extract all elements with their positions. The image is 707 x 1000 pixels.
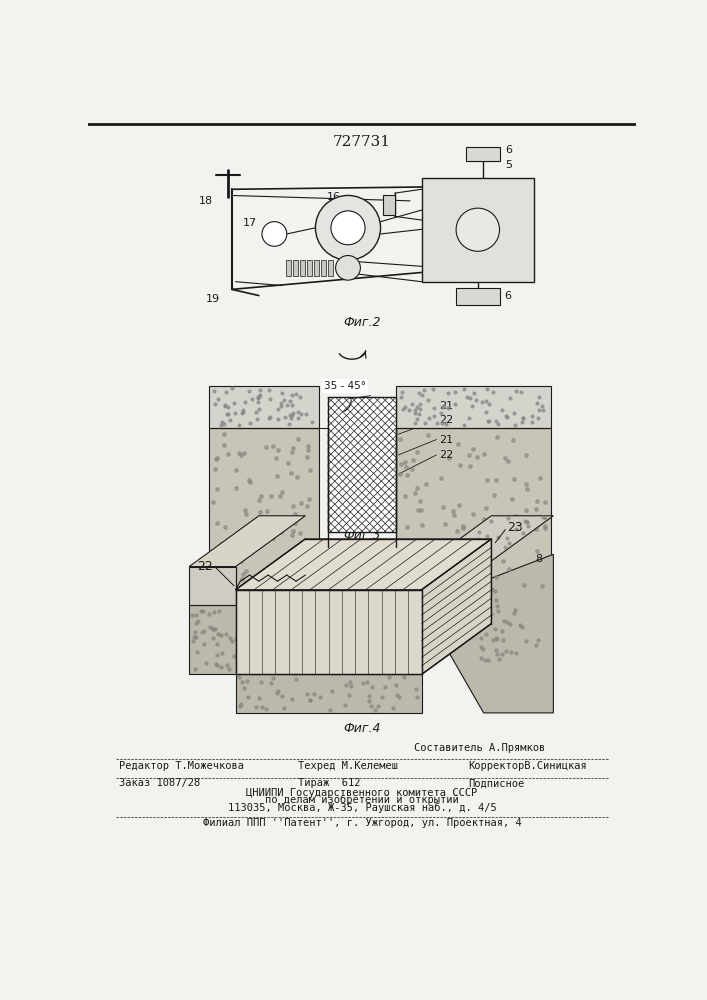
Bar	[396, 386, 551, 428]
Bar	[293, 260, 298, 276]
Text: Фиг.4: Фиг.4	[343, 722, 380, 735]
Text: 22: 22	[197, 560, 212, 573]
Bar	[328, 260, 333, 276]
Text: Заказ 1087/28: Заказ 1087/28	[119, 778, 201, 788]
Text: ЦНИИПИ Государственного комитета СССР: ЦНИИПИ Государственного комитета СССР	[246, 788, 477, 798]
Text: 21: 21	[438, 435, 452, 445]
Bar	[307, 260, 312, 276]
Polygon shape	[235, 539, 491, 590]
Bar	[209, 428, 319, 590]
Text: 727731: 727731	[333, 135, 391, 149]
Bar	[300, 260, 305, 276]
Bar	[209, 386, 319, 428]
Text: 17: 17	[243, 218, 257, 228]
Text: Техред М.Келемеш: Техред М.Келемеш	[298, 761, 397, 771]
Polygon shape	[421, 516, 554, 567]
Text: 19: 19	[206, 294, 220, 304]
Bar	[467, 147, 501, 161]
Bar	[456, 288, 500, 305]
Text: Подписное: Подписное	[468, 778, 525, 788]
Text: Фиг.2: Фиг.2	[343, 316, 380, 329]
Circle shape	[456, 208, 500, 251]
Bar	[189, 567, 235, 605]
Bar	[189, 605, 282, 674]
Bar	[321, 260, 327, 276]
Text: КорректорВ.Синицкая: КорректорВ.Синицкая	[468, 761, 587, 771]
Text: 113035, Москва, Ж-35, Раушская наб., д. 4/5: 113035, Москва, Ж-35, Раушская наб., д. …	[228, 803, 496, 813]
Text: 16: 16	[327, 192, 341, 202]
Bar	[328, 397, 396, 532]
Text: 23: 23	[507, 521, 522, 534]
Text: 22: 22	[438, 450, 453, 460]
Text: Тираж  612: Тираж 612	[298, 778, 360, 788]
Bar	[286, 260, 291, 276]
Circle shape	[262, 222, 287, 246]
Text: 20: 20	[216, 554, 230, 564]
Text: 21: 21	[438, 401, 452, 411]
Bar	[332, 547, 392, 569]
Circle shape	[315, 195, 380, 260]
Polygon shape	[235, 590, 421, 674]
Text: по делам изобретений и открытий: по делам изобретений и открытий	[265, 795, 459, 805]
Text: Филиал ППП ''Патент'', г. Ужгород, ул. Проектная, 4: Филиал ППП ''Патент'', г. Ужгород, ул. П…	[203, 818, 521, 828]
Text: 5: 5	[505, 160, 512, 170]
Bar	[383, 195, 395, 215]
Text: 22: 22	[438, 415, 453, 425]
Text: 35 - 45°: 35 - 45°	[324, 381, 366, 391]
Text: Фиг.3: Фиг.3	[343, 529, 380, 542]
Text: 8: 8	[535, 554, 543, 564]
Text: 6: 6	[504, 291, 511, 301]
Bar	[396, 428, 551, 590]
Polygon shape	[421, 554, 554, 713]
Polygon shape	[421, 539, 491, 674]
Bar	[421, 178, 534, 282]
Polygon shape	[189, 516, 305, 567]
Text: 18: 18	[199, 196, 213, 206]
Text: Составитель А.Прямков: Составитель А.Прямков	[414, 743, 545, 753]
Text: 6: 6	[505, 145, 512, 155]
Text: Редактор Т.Можечкова: Редактор Т.Можечкова	[119, 761, 245, 771]
Bar	[235, 674, 421, 713]
Circle shape	[336, 256, 361, 280]
Circle shape	[331, 211, 365, 245]
Bar	[314, 260, 320, 276]
